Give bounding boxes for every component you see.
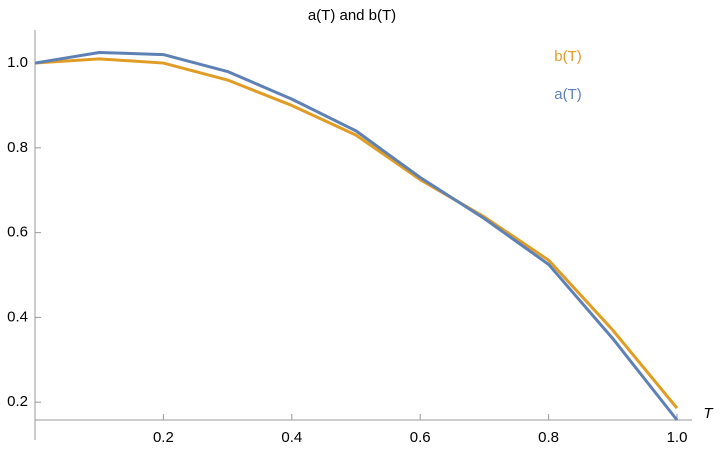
x-tick-label: 0.2 — [153, 429, 174, 446]
y-tick-label: 0.4 — [7, 308, 28, 325]
series-line — [34, 57, 679, 410]
legend-entry: a(T) — [554, 86, 582, 103]
y-tick-label: 0.6 — [7, 224, 28, 241]
series-line — [34, 50, 679, 421]
y-tick-label: 0.8 — [7, 139, 28, 156]
y-tick-label: 1.0 — [7, 54, 28, 71]
x-tick-label: 1.0 — [667, 429, 688, 446]
x-axis-label: T — [703, 405, 714, 422]
chart-title: a(T) and b(T) — [308, 7, 396, 24]
x-tick-label: 0.8 — [538, 429, 559, 446]
x-tick-label: 0.6 — [410, 429, 431, 446]
y-tick-label: 0.2 — [7, 393, 28, 410]
x-tick-label: 0.4 — [281, 429, 302, 446]
legend-entry: b(T) — [554, 48, 582, 65]
